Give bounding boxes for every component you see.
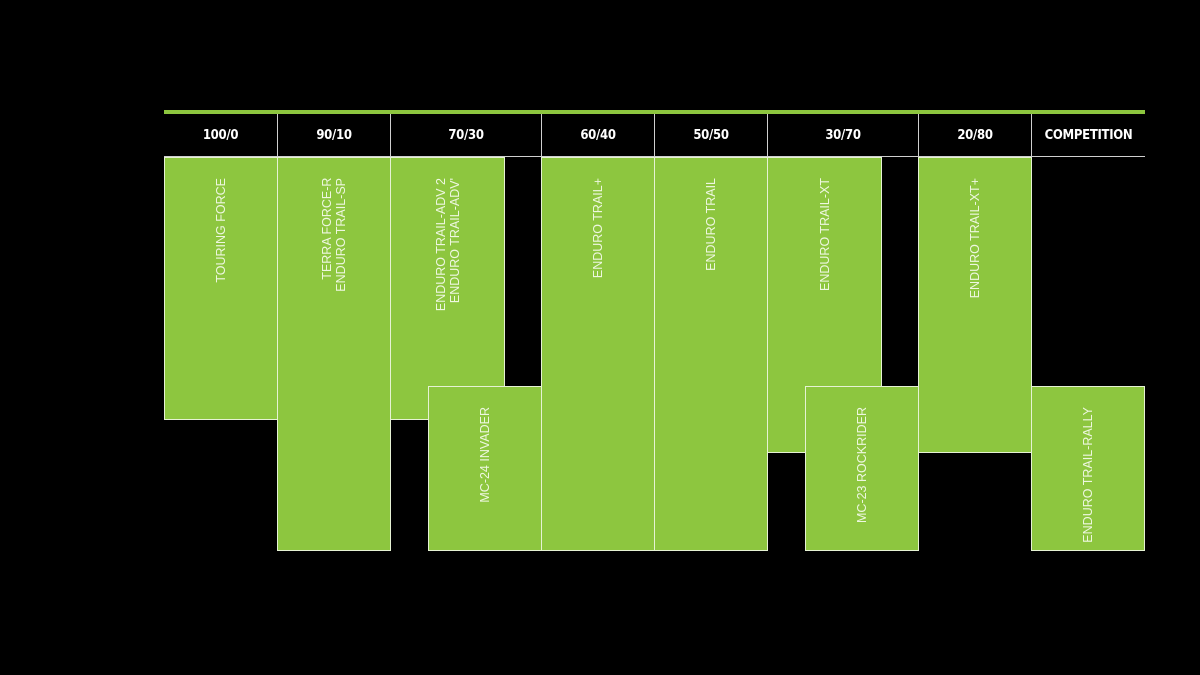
product-enduro-trail-rally: ENDURO TRAIL-RALLY bbox=[1031, 386, 1145, 551]
header-70-30: 70/30 bbox=[390, 114, 541, 157]
product-mc-24-invader: MC-24 INVADER bbox=[428, 386, 542, 551]
product-enduro-trail-adv: ENDURO TRAIL-ADV 2 ENDURO TRAIL-ADV' bbox=[390, 157, 505, 420]
product-enduro-trail: ENDURO TRAIL bbox=[654, 157, 768, 551]
product-label: ENDURO TRAIL bbox=[704, 178, 718, 271]
product-label: TERRA FORCE-R ENDURO TRAIL-SP bbox=[320, 178, 348, 292]
header-20-80: 20/80 bbox=[918, 114, 1031, 157]
header-100-0: 100/0 bbox=[164, 114, 277, 157]
product-label: ENDURO TRAIL-RALLY bbox=[1081, 407, 1095, 543]
header-90-10: 90/10 bbox=[277, 114, 390, 157]
header-competition: COMPETITION bbox=[1031, 114, 1145, 157]
product-label: ENDURO TRAIL+ bbox=[591, 178, 605, 279]
header-60-40: 60/40 bbox=[541, 114, 654, 157]
product-label: MC-23 ROCKRIDER bbox=[855, 407, 869, 523]
header-50-50: 50/50 bbox=[654, 114, 767, 157]
product-label: ENDURO TRAIL-XT+ bbox=[968, 178, 982, 299]
header-30-70: 30/70 bbox=[767, 114, 918, 157]
product-label: TOURING FORCE bbox=[214, 178, 228, 283]
product-label: ENDURO TRAIL-XT bbox=[817, 178, 832, 291]
product-mc-23-rockrider: MC-23 ROCKRIDER bbox=[805, 386, 919, 551]
accent-bar bbox=[164, 110, 1145, 114]
product-enduro-trail-xt-plus: ENDURO TRAIL-XT+ bbox=[918, 157, 1032, 453]
product-enduro-trail-plus: ENDURO TRAIL+ bbox=[541, 157, 655, 551]
product-touring-force: TOURING FORCE bbox=[164, 157, 278, 420]
product-label: MC-24 INVADER bbox=[478, 407, 492, 503]
product-label: ENDURO TRAIL-ADV 2 ENDURO TRAIL-ADV' bbox=[433, 178, 462, 312]
product-terra-force-r: TERRA FORCE-R ENDURO TRAIL-SP bbox=[277, 157, 391, 551]
